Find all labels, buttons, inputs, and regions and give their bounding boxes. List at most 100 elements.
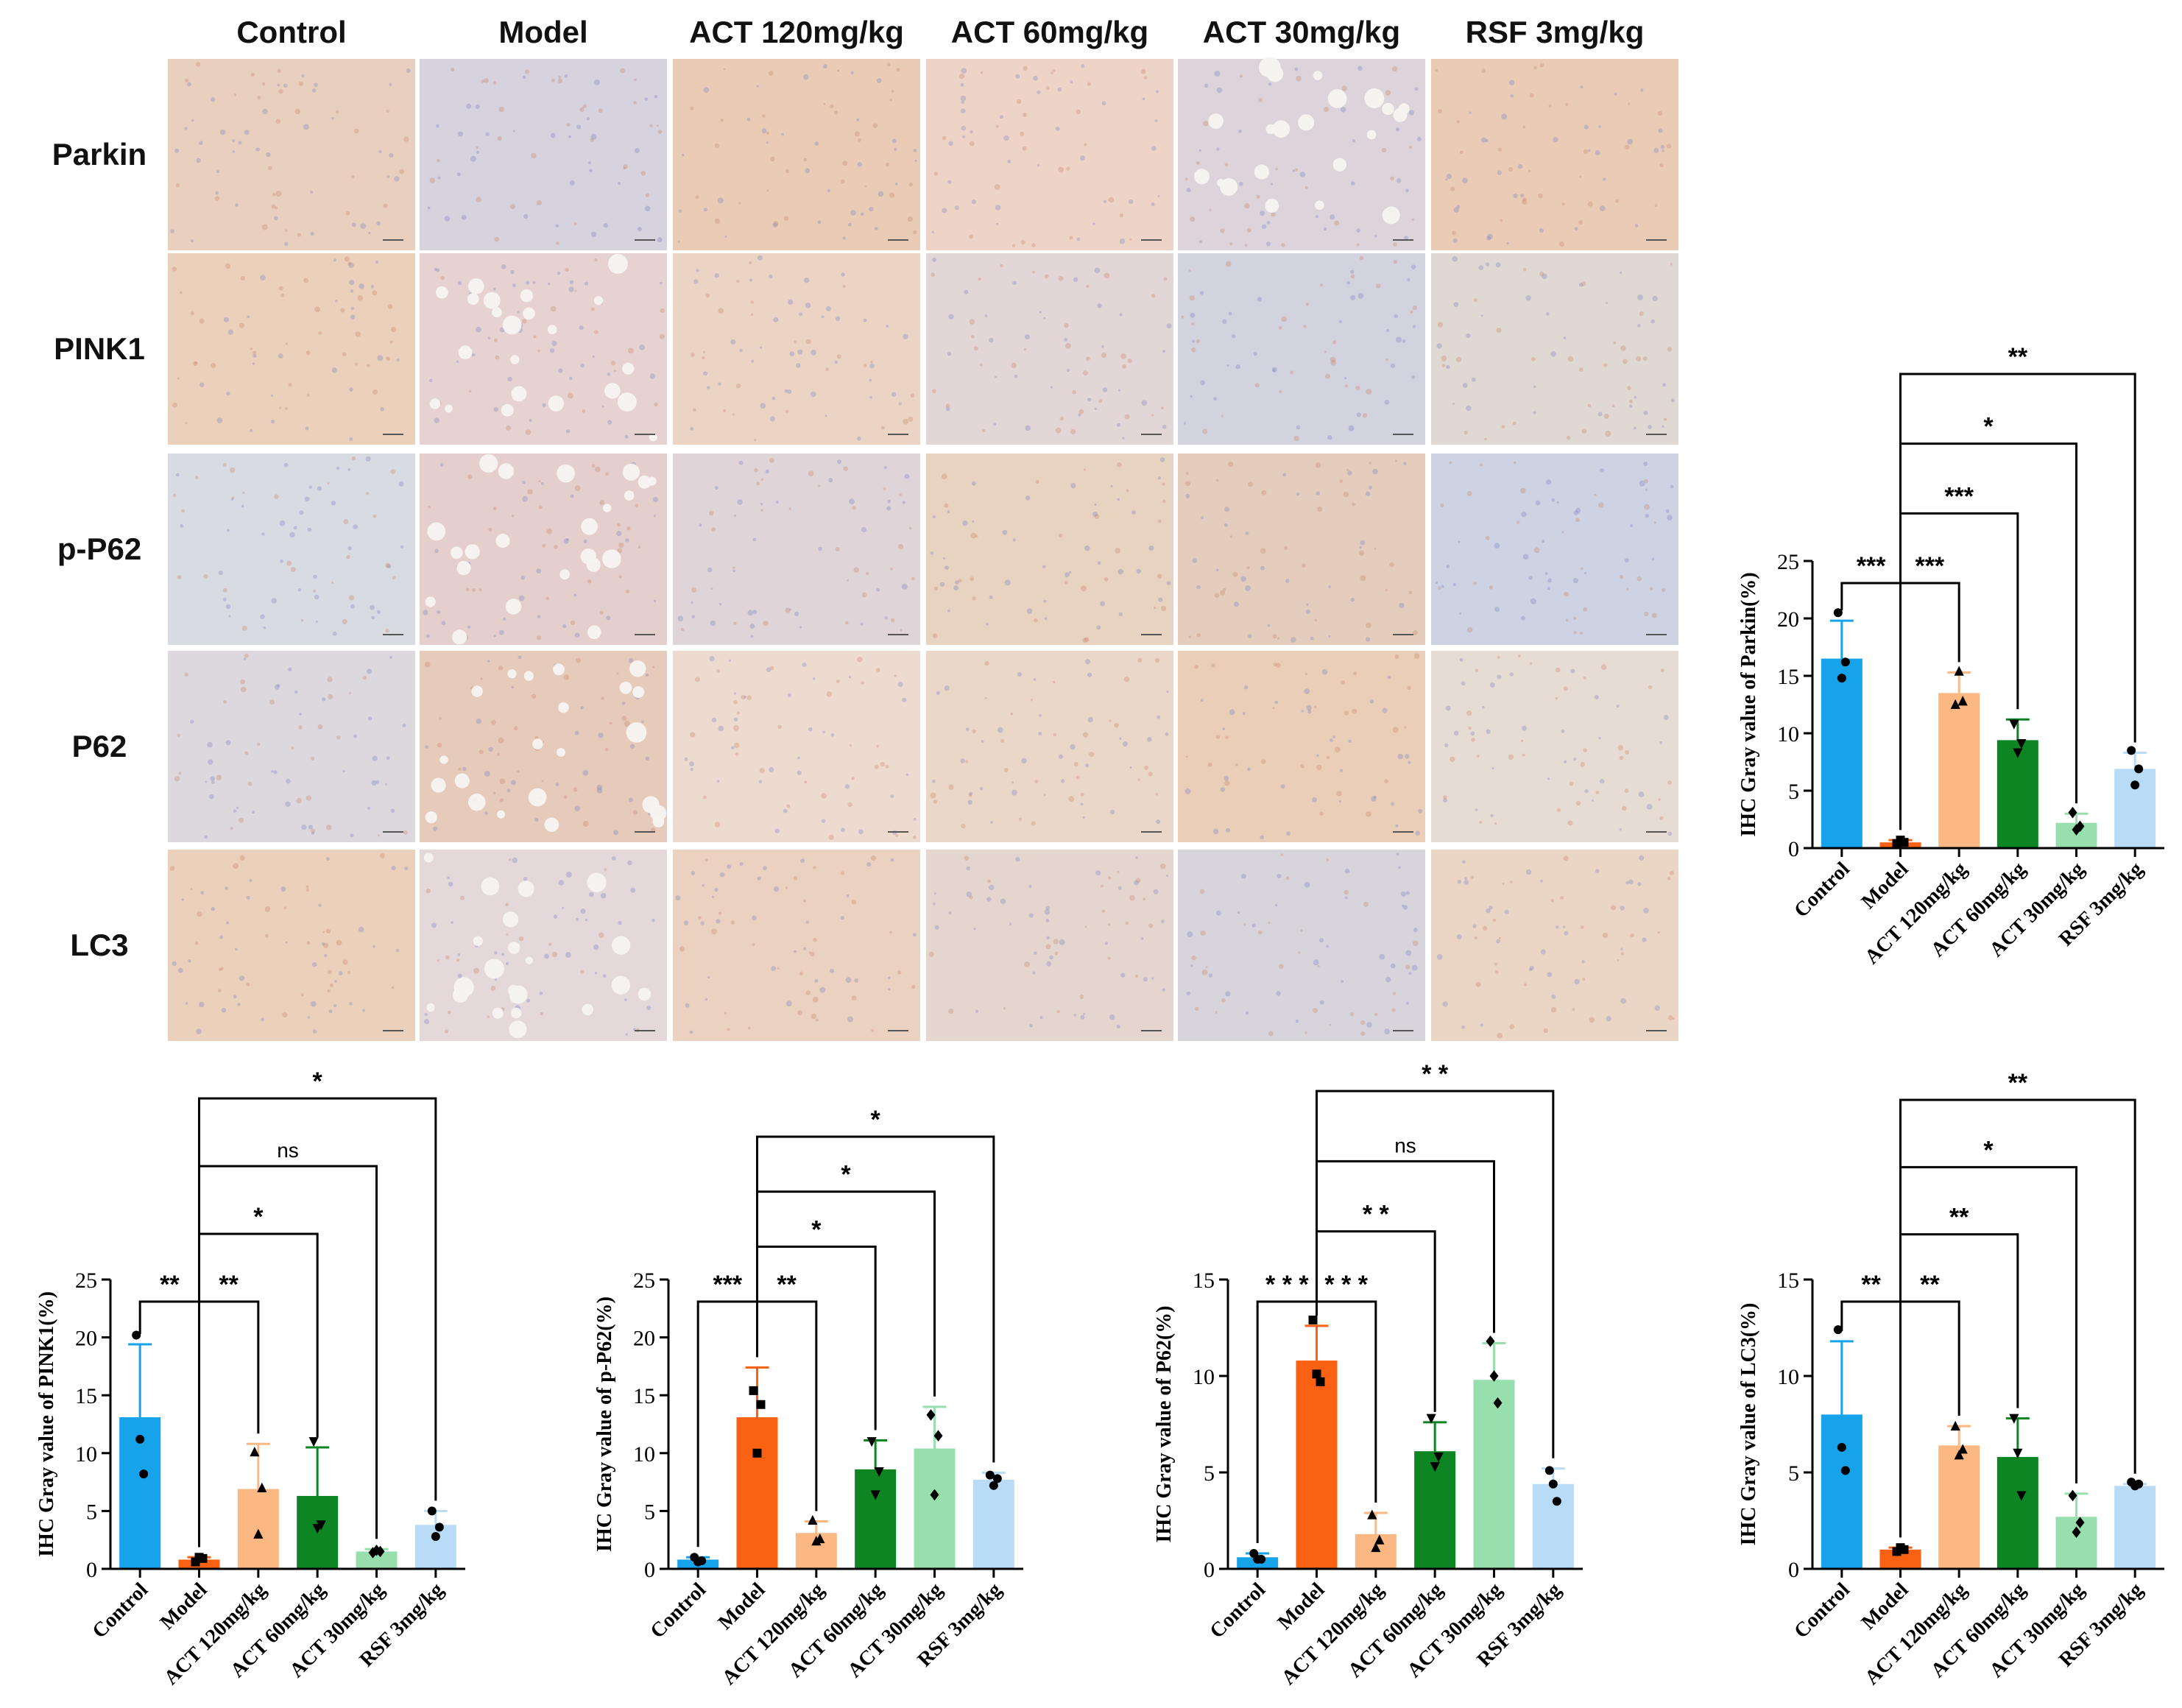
tissue-speckle (1391, 66, 1398, 72)
tissue-speckle (1223, 587, 1226, 592)
tissue-speckle (902, 501, 905, 504)
tissue-speckle (310, 828, 316, 833)
tissue-speckle (995, 375, 998, 378)
tissue-speckle (1660, 668, 1664, 672)
tissue-speckle (866, 862, 872, 867)
tissue-speckle (1266, 241, 1271, 247)
tissue-speckle (1667, 876, 1671, 881)
data-point (866, 1437, 877, 1447)
tissue-speckle (492, 80, 497, 85)
tissue-speckle (538, 505, 543, 509)
tissue-speckle (933, 892, 936, 895)
tissue-speckle (884, 616, 889, 620)
tissue-speckle (1238, 182, 1243, 186)
tissue-speckle (773, 220, 779, 227)
tissue-speckle (270, 394, 273, 397)
tissue-speckle (846, 579, 850, 582)
tissue-speckle (1645, 513, 1649, 518)
tissue-speckle (180, 524, 184, 528)
tissue-speckle (336, 735, 341, 740)
tissue-speckle (1246, 566, 1250, 570)
tissue-speckle (1070, 80, 1073, 84)
tissue-speckle (1407, 278, 1410, 281)
tissue-speckle (1600, 779, 1605, 784)
significance-bracket (1899, 373, 2136, 830)
tissue-speckle (269, 699, 275, 705)
tissue-speckle (961, 824, 966, 829)
data-point (316, 1520, 326, 1531)
tissue-speckle (1281, 243, 1285, 247)
tissue-speckle (275, 206, 278, 210)
tissue-speckle (933, 800, 938, 804)
tissue-speckle (1011, 362, 1017, 369)
tissue-speckle (863, 318, 867, 322)
tissue-speckle (1373, 795, 1377, 800)
tissue-speckle (1129, 894, 1135, 901)
tissue-speckle (568, 135, 571, 138)
tissue-speckle (200, 891, 205, 895)
tissue-speckle (1029, 1023, 1033, 1028)
tissue-speckle (380, 407, 384, 412)
tissue-speckle (495, 355, 500, 360)
tissue-speckle (1482, 705, 1485, 709)
lipid-vacuole (502, 911, 519, 928)
lipid-vacuole (632, 686, 645, 698)
micrograph-tile (1431, 59, 1678, 250)
tissue-speckle (875, 668, 880, 672)
tissue-speckle (1141, 400, 1148, 406)
tissue-speckle (1646, 804, 1653, 810)
tissue-speckle (565, 872, 572, 878)
tissue-speckle (724, 235, 727, 238)
tissue-speckle (590, 231, 597, 237)
tissue-speckle (1640, 88, 1644, 92)
tissue-speckle (317, 486, 322, 491)
tissue-speckle (311, 88, 317, 93)
tissue-speckle (681, 153, 685, 157)
y-axis-title: IHC Gray value of PINK1(%) (35, 1291, 58, 1557)
tissue-speckle (739, 862, 744, 866)
tissue-speckle (886, 325, 889, 328)
tissue-speckle (1166, 581, 1171, 585)
significance-label: ns (277, 1139, 299, 1162)
tissue-speckle (1084, 546, 1090, 551)
tissue-speckle (1247, 767, 1251, 772)
tissue-speckle (518, 936, 524, 942)
tissue-speckle (1123, 677, 1130, 682)
tissue-speckle (1284, 546, 1288, 550)
tissue-speckle (466, 587, 470, 591)
tissue-speckle (911, 576, 915, 581)
tissue-speckle (890, 858, 894, 862)
tissue-speckle (847, 1016, 853, 1023)
tissue-speckle (1566, 435, 1571, 440)
tissue-speckle (624, 434, 629, 439)
tissue-speckle (1085, 659, 1090, 665)
column-label: ACT 30mg/kg (1203, 15, 1400, 49)
tissue-speckle (1513, 193, 1518, 199)
tissue-speckle (437, 742, 442, 748)
tissue-speckle (945, 403, 950, 409)
significance-label: ** (2008, 1069, 2028, 1097)
tissue-speckle (507, 376, 512, 382)
tissue-speckle (561, 906, 564, 909)
tissue-speckle (1305, 303, 1309, 306)
tissue-speckle (467, 474, 473, 479)
tissue-speckle (1064, 322, 1069, 328)
tissue-speckle (996, 222, 999, 226)
data-point (815, 1533, 825, 1544)
tissue-speckle (853, 567, 860, 573)
tissue-speckle (1202, 428, 1208, 434)
tissue-speckle (546, 596, 550, 600)
tissue-speckle (424, 1019, 430, 1025)
tissue-speckle (193, 361, 198, 367)
tissue-speckle (1082, 732, 1089, 738)
tissue-speckle (301, 825, 307, 830)
tissue-speckle (1360, 540, 1366, 546)
tissue-speckle (1116, 423, 1121, 427)
tissue-speckle (569, 280, 574, 285)
tissue-speckle (360, 223, 367, 229)
tissue-speckle (596, 784, 603, 791)
lipid-vacuole (508, 984, 519, 996)
y-tick-label: 25 (75, 1268, 97, 1293)
tissue-speckle (472, 587, 476, 592)
tissue-speckle (1550, 351, 1556, 357)
